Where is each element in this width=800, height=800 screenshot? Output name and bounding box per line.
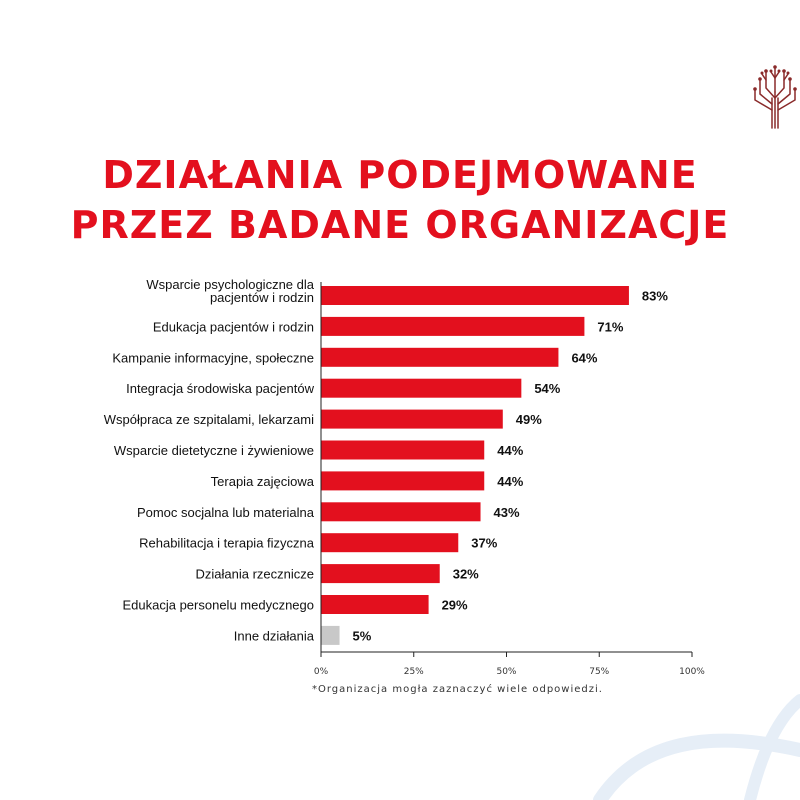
bar [321,440,485,460]
category-label: Edukacja pacjentów i rodzin [153,319,314,334]
x-tick-label: 0% [314,667,329,677]
category-label: Działania rzecznicze [196,567,315,582]
bar [321,286,629,305]
category-label: Współpraca ze szpitalami, lekarzami [104,412,314,427]
bar [321,595,429,614]
category-label: Inne działania [234,628,315,643]
category-label: Wsparcie dietetyczne i żywieniowe [114,443,314,458]
category-label: Integracja środowiska pacjentów [126,381,314,396]
data-label: 44% [497,474,523,489]
data-label: 54% [534,381,560,396]
bar [321,471,485,491]
decorative-swoosh [593,694,800,800]
chart-title-line-2: PRZEZ BADANE ORGANIZACJE [70,203,730,247]
x-tick-label: 75% [589,667,609,677]
bar [321,409,503,429]
bar [321,378,522,398]
category-label: Wsparcie psychologiczne dla pacjentów i r… [146,277,314,305]
category-label: Pomoc socjalna lub materialna [137,505,315,520]
bar [321,564,440,584]
chart-title-line-1: DZIAŁANIA PODEJMOWANE [102,153,698,197]
bar [321,347,559,367]
category-label: Edukacja personelu medycznego [122,598,314,613]
x-tick-label: 100% [679,667,705,677]
chart-title: DZIAŁANIA PODEJMOWANE PRZEZ BADANE ORGAN… [0,150,800,250]
data-label: 83% [642,289,668,304]
bar [321,316,585,336]
category-label: Rehabilitacja i terapia fizyczna [139,536,315,551]
data-label: 43% [494,505,520,520]
data-label: 49% [516,412,542,427]
bar [321,625,340,645]
data-label: 32% [453,567,479,582]
data-label: 37% [471,536,497,551]
footnote: *Organizacja mogła zaznaczyć wiele odpow… [312,684,603,695]
data-label: 5% [353,628,372,643]
category-label: Kampanie informacyjne, społeczne [112,350,314,365]
bar [321,533,459,553]
data-label: 29% [442,598,468,613]
x-tick-label: 50% [496,667,516,677]
data-label: 44% [497,443,523,458]
tree-logo-icon [753,65,797,129]
x-tick-label: 25% [404,667,424,677]
data-label: 64% [571,350,597,365]
data-label: 71% [597,319,623,334]
category-label: Terapia zajęciowa [211,474,315,489]
bar [321,502,481,522]
